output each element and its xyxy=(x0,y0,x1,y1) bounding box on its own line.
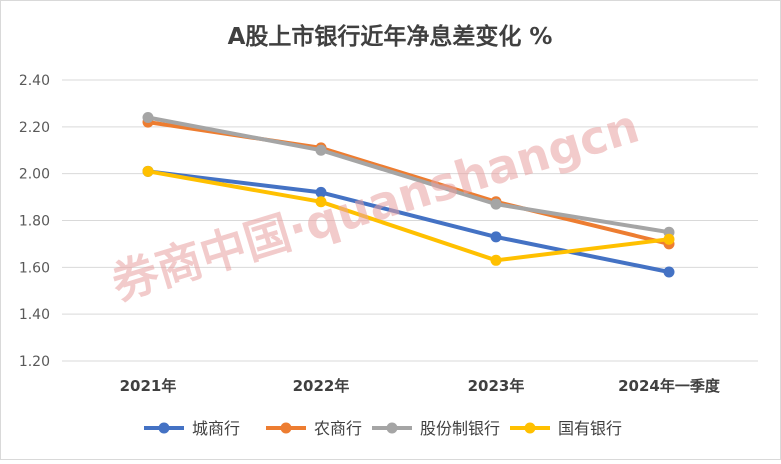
y-tick-label: 1.80 xyxy=(19,214,50,230)
data-point xyxy=(315,186,327,198)
data-point xyxy=(663,233,675,245)
data-point xyxy=(490,231,502,243)
y-tick-label: 2.00 xyxy=(19,167,50,183)
legend-swatch-marker xyxy=(524,422,536,434)
chart-title: A股上市银行近年净息差变化 % xyxy=(228,23,553,50)
series-line xyxy=(147,115,670,235)
data-point xyxy=(142,165,154,177)
x-tick-label: 2024年一季度 xyxy=(618,377,721,395)
y-axis-ticks: 1.20 1.40 1.60 1.80 2.00 2.20 2.40 xyxy=(19,73,50,370)
y-tick-label: 2.40 xyxy=(19,73,50,89)
x-axis-ticks: 2021年 2022年 2023年 2024年一季度 xyxy=(120,377,721,395)
x-tick-label: 2022年 xyxy=(293,377,350,395)
legend-label: 农商行 xyxy=(314,419,362,438)
series-line xyxy=(147,169,670,263)
data-point xyxy=(315,196,327,208)
series-line xyxy=(147,169,670,274)
legend-label: 城商行 xyxy=(192,419,240,438)
legend-label: 股份制银行 xyxy=(420,419,500,438)
legend-label: 国有银行 xyxy=(558,419,622,438)
legend-swatch-marker xyxy=(386,422,398,434)
legend-swatch-marker xyxy=(158,422,170,434)
data-point xyxy=(315,144,327,156)
x-tick-label: 2023年 xyxy=(468,377,525,395)
y-tick-label: 1.40 xyxy=(19,307,50,323)
data-point xyxy=(490,254,502,266)
y-tick-label: 1.20 xyxy=(19,354,50,370)
legend: 城商行 农商行 股份制银行 国有银行 xyxy=(144,419,622,438)
data-point xyxy=(663,266,675,278)
y-tick-label: 2.20 xyxy=(19,120,50,136)
legend-swatch-marker xyxy=(280,422,292,434)
data-point xyxy=(142,111,154,123)
data-point xyxy=(490,198,502,210)
series-lines xyxy=(142,111,675,278)
y-tick-label: 1.60 xyxy=(19,260,50,276)
x-tick-label: 2021年 xyxy=(120,377,177,395)
